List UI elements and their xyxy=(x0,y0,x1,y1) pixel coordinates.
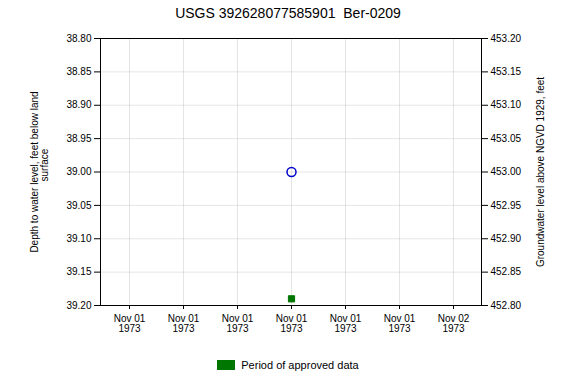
svg-text:39.05: 39.05 xyxy=(66,200,91,211)
svg-text:453.20: 453.20 xyxy=(491,33,522,44)
svg-text:453.10: 453.10 xyxy=(491,99,522,110)
svg-text:Groundwater level above NGVD 1: Groundwater level above NGVD 1929, feet xyxy=(535,77,546,267)
svg-text:Nov 011973: Nov 011973 xyxy=(114,313,146,334)
svg-text:452.80: 452.80 xyxy=(491,300,522,311)
svg-text:Nov 011973: Nov 011973 xyxy=(330,313,362,334)
svg-text:Nov 011973: Nov 011973 xyxy=(222,313,254,334)
svg-text:Nov 011973: Nov 011973 xyxy=(384,313,416,334)
svg-text:Depth to water level, feet bel: Depth to water level, feet below land su… xyxy=(29,91,50,252)
html-text:Period of approved data: Period of approved data xyxy=(241,359,359,371)
svg-text:39.15: 39.15 xyxy=(66,266,91,277)
svg-text:452.95: 452.95 xyxy=(491,200,522,211)
svg-text:39.00: 39.00 xyxy=(66,166,91,177)
svg-text:452.90: 452.90 xyxy=(491,233,522,244)
svg-text:38.90: 38.90 xyxy=(66,99,91,110)
svg-text:38.95: 38.95 xyxy=(66,133,91,144)
svg-text:Nov 021973: Nov 021973 xyxy=(438,313,470,334)
svg-text:Nov 011973: Nov 011973 xyxy=(276,313,308,334)
svg-text:38.85: 38.85 xyxy=(66,66,91,77)
svg-text:452.85: 452.85 xyxy=(491,266,522,277)
svg-text:453.00: 453.00 xyxy=(491,166,522,177)
svg-text:Nov 011973: Nov 011973 xyxy=(168,313,200,334)
html-text:USGS 392628077585901 Ber-0209: USGS 392628077585901 Ber-0209 xyxy=(175,5,401,21)
svg-text:38.80: 38.80 xyxy=(66,33,91,44)
svg-text:453.05: 453.05 xyxy=(491,133,522,144)
svg-text:453.15: 453.15 xyxy=(491,66,522,77)
svg-text:39.20: 39.20 xyxy=(66,300,91,311)
svg-text:39.10: 39.10 xyxy=(66,233,91,244)
